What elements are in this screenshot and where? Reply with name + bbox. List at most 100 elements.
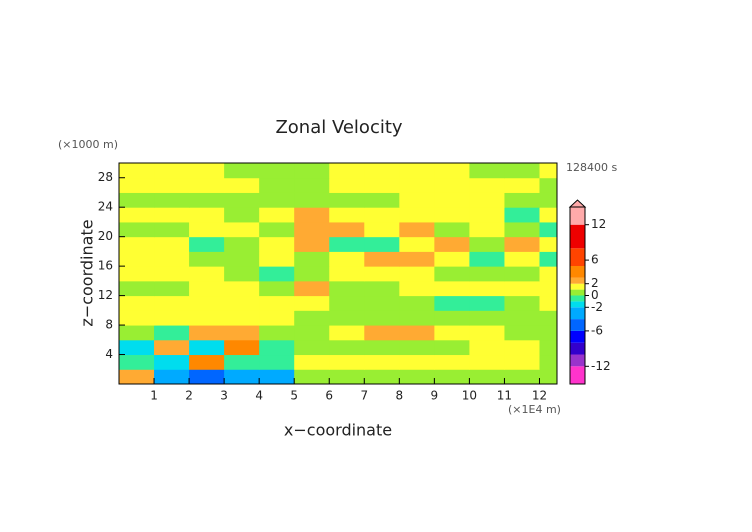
heatmap-cell (539, 177, 558, 193)
x-tick-label: 6 (325, 389, 333, 403)
heatmap-cell (469, 207, 505, 223)
heatmap-cell (294, 369, 330, 385)
heatmap-cell (364, 266, 400, 282)
heatmap-cell (364, 280, 400, 297)
heatmap-cell (539, 221, 558, 238)
heatmap-cell (119, 177, 155, 193)
heatmap-cell (469, 339, 505, 356)
heatmap-cell (154, 369, 190, 385)
heatmap-cell (364, 236, 400, 252)
heatmap-cell (224, 192, 260, 208)
heatmap-cell (469, 310, 505, 326)
x-tick-label: 10 (462, 389, 477, 403)
x-tick-label: 4 (255, 389, 263, 403)
heatmap-cell (329, 369, 365, 385)
heatmap-cell (119, 163, 155, 179)
heatmap-cell (119, 221, 155, 238)
heatmap-cell (119, 369, 155, 385)
heatmap-cell (189, 295, 225, 311)
heatmap-cell (434, 221, 470, 238)
heatmap-cell (119, 280, 155, 297)
heatmap-cell (399, 207, 435, 223)
colorbar-tick-label: -2 (591, 300, 603, 314)
heatmap-cell (294, 325, 330, 341)
heatmap-cell (434, 163, 470, 179)
heatmap-cell (119, 266, 155, 282)
heatmap-cell (294, 221, 330, 238)
heatmap-cell (224, 177, 260, 193)
heatmap-cell (154, 325, 190, 341)
heatmap-cell (504, 251, 540, 267)
heatmap-cell (294, 251, 330, 267)
heatmap-cell (154, 236, 190, 252)
heatmap-cell (434, 339, 470, 356)
colorbar-segment (570, 301, 585, 308)
heatmap-cell (154, 354, 190, 370)
heatmap-cell (399, 221, 435, 238)
heatmap-cell (364, 207, 400, 223)
heatmap-cell (329, 251, 365, 267)
y-tick-label: 4 (105, 347, 113, 361)
x-tick-label: 9 (431, 389, 439, 403)
heatmap-cell (294, 207, 330, 223)
heatmap-cell (434, 251, 470, 267)
heatmap-cell (329, 221, 365, 238)
heatmap-cell (259, 310, 295, 326)
heatmap-cell (469, 177, 505, 193)
plot-frame (118, 162, 558, 385)
y-tick-label: 12 (98, 288, 113, 302)
heatmap-cell (154, 163, 190, 179)
heatmap-cell (364, 310, 400, 326)
heatmap-cell (399, 354, 435, 370)
heatmap-cell (399, 280, 435, 297)
heatmap-cell (154, 266, 190, 282)
heatmap-cell (119, 251, 155, 267)
heatmap-cell (399, 236, 435, 252)
time-label: 128400 s (566, 161, 617, 174)
heatmap-cell (539, 266, 558, 282)
heatmap-cell (434, 207, 470, 223)
colorbar-segment (570, 289, 585, 296)
colorbar-segment (570, 277, 585, 284)
heatmap-cell (224, 236, 260, 252)
heatmap-cell (539, 192, 558, 208)
heatmap-cell (329, 207, 365, 223)
heatmap-cell (329, 266, 365, 282)
heatmap-cell (119, 236, 155, 252)
colorbar-segment (570, 207, 585, 225)
heatmap-cell (539, 207, 558, 223)
heatmap-cell (504, 236, 540, 252)
heatmap-cell (294, 354, 330, 370)
colorbar-tick-label: 2 (591, 276, 599, 290)
heatmap-cell (469, 163, 505, 179)
heatmap-cell (259, 192, 295, 208)
heatmap-cell (434, 369, 470, 385)
heatmap-cell (189, 177, 225, 193)
heatmap-cell (434, 236, 470, 252)
colorbar-tick-label: -6 (591, 323, 603, 337)
heatmap-cell (189, 369, 225, 385)
heatmap-cell (224, 163, 260, 179)
heatmap-cell (224, 251, 260, 267)
heatmap-cell (504, 163, 540, 179)
colorbar-segment (570, 266, 585, 278)
heatmap-cell (399, 163, 435, 179)
heatmap-cell (364, 251, 400, 267)
heatmap-cell (469, 221, 505, 238)
heatmap-cell (469, 295, 505, 311)
heatmap-cell (189, 354, 225, 370)
heatmap-cell (399, 310, 435, 326)
heatmap-cell (399, 369, 435, 385)
y-tick-label: 8 (105, 318, 113, 332)
heatmap-cell (434, 310, 470, 326)
colorbar-segment (570, 295, 585, 302)
heatmap-cell (294, 177, 330, 193)
heatmap-cell (259, 339, 295, 356)
heatmap-cell (224, 354, 260, 370)
x-tick-label: 8 (395, 389, 403, 403)
x-axis-label: x−coordinate (284, 421, 392, 440)
colorbar-segment (570, 248, 585, 266)
heatmap-cell (364, 295, 400, 311)
heatmap-cell (469, 251, 505, 267)
heatmap-cell (539, 295, 558, 311)
